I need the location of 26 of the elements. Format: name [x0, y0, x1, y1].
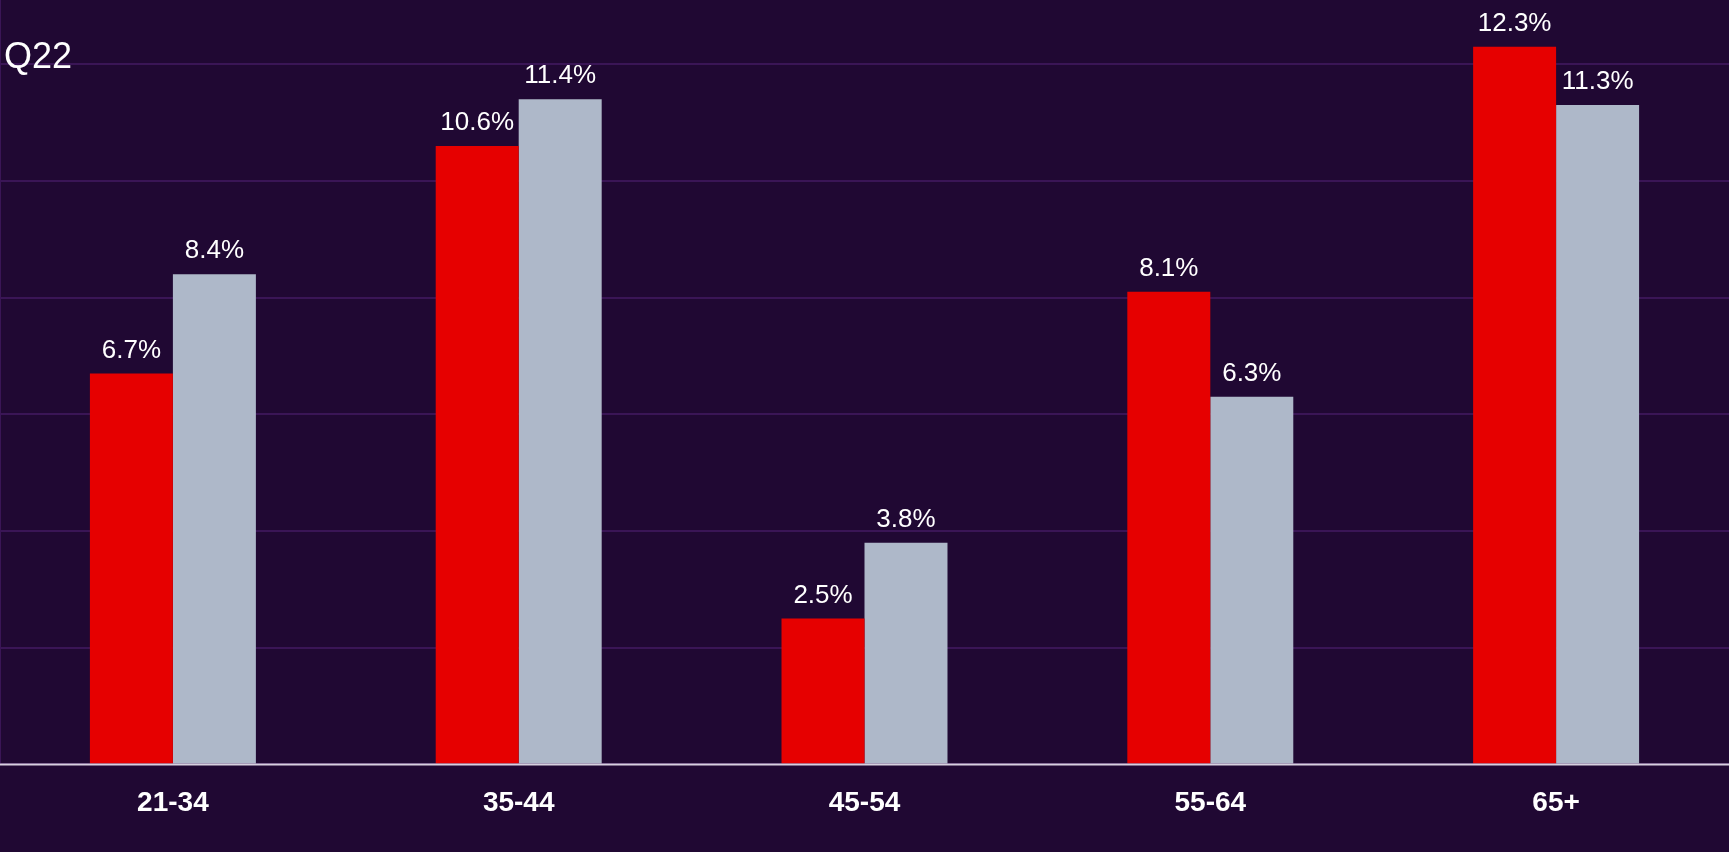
x-tick-label: 65+ [1532, 785, 1580, 817]
data-label: 11.4% [524, 59, 597, 90]
bar [1473, 46, 1557, 764]
x-tick-label: 21-34 [137, 785, 210, 817]
annotation: Q22 [4, 35, 73, 76]
data-label: 3.8% [876, 502, 936, 533]
bar [172, 274, 256, 764]
bar [781, 618, 865, 764]
bar [518, 99, 602, 764]
data-label: 8.1% [1139, 251, 1199, 282]
bar [1127, 291, 1211, 764]
x-tick-label: 55-64 [1174, 785, 1247, 817]
data-label: 8.4% [184, 234, 245, 265]
x-tick-label: 45-54 [828, 785, 901, 817]
data-label: 12.3% [1477, 6, 1552, 37]
bar [89, 373, 173, 764]
data-label: 10.6% [440, 106, 515, 137]
bar [1210, 396, 1294, 764]
data-label: 6.3% [1222, 356, 1282, 387]
bar [435, 145, 519, 764]
data-label: 11.3% [1561, 65, 1634, 96]
bar [864, 542, 948, 764]
bar [1556, 105, 1640, 764]
data-label: 2.5% [793, 578, 853, 609]
x-tick-label: 35-44 [482, 785, 555, 817]
data-label: 6.7% [101, 333, 162, 364]
